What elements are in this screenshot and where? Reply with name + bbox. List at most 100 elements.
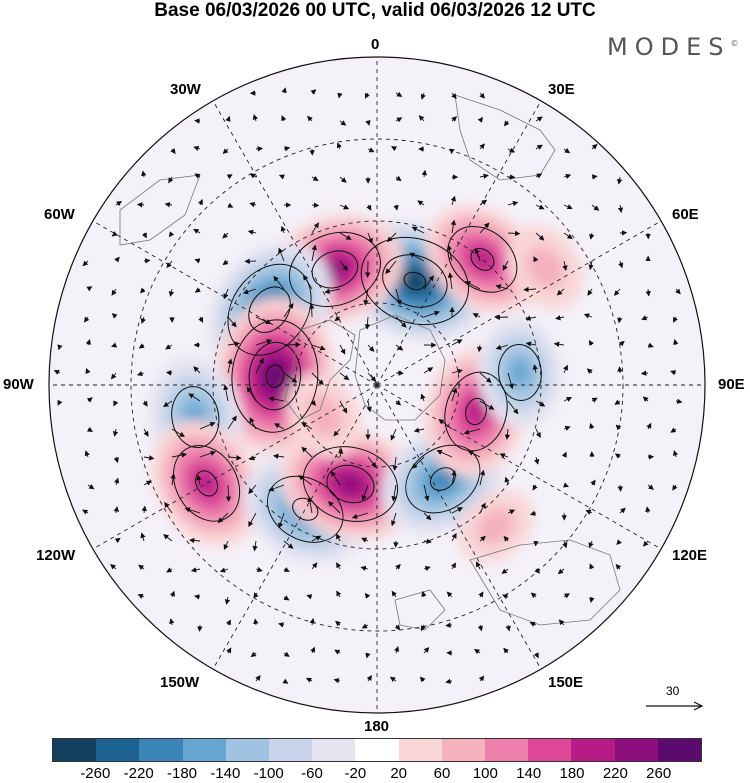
wind-arrow	[535, 232, 545, 241]
wind-arrow	[85, 367, 91, 374]
wind-arrow	[311, 562, 318, 570]
wind-arrow	[367, 456, 377, 468]
wind-arrow	[194, 287, 201, 293]
contour-line	[382, 254, 448, 308]
wind-arrow	[199, 421, 216, 430]
wind-arrow	[280, 225, 286, 234]
wind-arrow	[451, 368, 463, 375]
wind-arrow	[138, 343, 145, 349]
wind-arrow	[535, 173, 543, 179]
wind-arrow	[309, 617, 315, 626]
wind-arrow	[194, 173, 201, 179]
wind-arrow	[193, 594, 201, 600]
wind-arrow	[334, 649, 341, 655]
wind-arrow	[409, 252, 425, 262]
wind-arrow	[255, 357, 264, 374]
wind-arrow	[451, 92, 457, 99]
wind-arrow	[588, 260, 594, 271]
contour-line	[444, 371, 508, 452]
brand-logo: MODES©	[607, 33, 738, 61]
lon-label-90w: 90W	[3, 376, 34, 393]
wind-arrow	[115, 201, 123, 207]
anomaly-patch	[323, 260, 347, 279]
colorbar-cell	[485, 739, 529, 761]
wind-arrow	[57, 399, 63, 406]
map-background	[49, 57, 705, 713]
wind-arrow	[446, 591, 453, 598]
wind-arrow	[365, 92, 370, 99]
wind-arrow	[111, 313, 118, 319]
wind-arrow	[166, 260, 173, 269]
wind-arrow	[586, 368, 593, 375]
wind-arrow	[171, 452, 188, 458]
wind-arrow	[563, 173, 572, 179]
wind-arrow	[169, 618, 175, 626]
wind-arrow	[479, 535, 486, 542]
wind-arrow	[421, 590, 427, 598]
colorbar-tick-label: 140	[516, 765, 542, 782]
wind-arrow	[645, 288, 651, 297]
wind-arrow	[502, 260, 509, 271]
wind-arrow	[197, 198, 203, 206]
wind-arrow	[311, 535, 322, 542]
wind-arrow	[535, 428, 541, 439]
wind-arrow	[168, 176, 174, 184]
wind-arrow	[283, 540, 294, 549]
reference-arrow-icon	[646, 701, 704, 711]
wind-arrow	[305, 677, 313, 683]
wind-arrow	[143, 258, 151, 264]
wind-arrow	[227, 455, 242, 461]
wind-arrow	[591, 204, 600, 211]
wind-arrow	[339, 260, 348, 272]
wind-arrow	[361, 537, 369, 543]
wind-arrow	[249, 417, 257, 430]
contour-line	[447, 226, 518, 293]
wind-arrow	[225, 484, 232, 502]
wind-arrow	[248, 484, 257, 495]
wind-arrow	[339, 232, 352, 240]
wind-arrow	[165, 344, 173, 350]
wind-arrow	[673, 316, 678, 323]
wind-arrow	[367, 372, 377, 382]
wind-arrow	[351, 512, 369, 519]
wind-arrow	[533, 256, 539, 263]
wind-arrow	[523, 286, 537, 293]
wind-arrow	[423, 512, 432, 521]
wind-arrow	[143, 428, 149, 437]
wind-arrow	[310, 400, 316, 407]
wind-arrow	[507, 147, 516, 153]
wind-arrow	[250, 651, 257, 658]
wind-arrow	[391, 590, 397, 598]
wind-arrow	[479, 173, 489, 179]
wind-arrow	[311, 175, 319, 181]
meridian-line	[92, 384, 378, 550]
wind-arrow	[310, 89, 317, 95]
wind-arrow	[136, 370, 145, 377]
wind-arrow	[193, 228, 201, 234]
wind-arrow	[82, 509, 89, 515]
wind-arrow	[114, 256, 120, 263]
wind-arrow	[301, 446, 313, 458]
wind-arrow	[335, 620, 341, 627]
wind-arrow	[337, 92, 343, 99]
wind-arrow	[563, 593, 570, 599]
wind-arrow	[57, 344, 63, 351]
wind-arrow	[673, 339, 679, 346]
wind-arrow	[451, 507, 464, 514]
wind-arrow	[563, 147, 571, 154]
wind-arrow	[283, 341, 301, 348]
wind-arrow	[507, 372, 514, 390]
lon-label-60w: 60W	[44, 206, 75, 223]
anomaly-patch	[430, 467, 456, 491]
wind-arrow	[395, 563, 401, 570]
wind-arrow	[253, 592, 259, 599]
wind-arrow	[168, 231, 175, 238]
wind-arrow	[646, 422, 652, 430]
colorbar-tick-label: -20	[344, 765, 367, 782]
wind-arrow	[111, 342, 118, 348]
wind-arrow	[478, 675, 485, 682]
wind-arrow	[504, 428, 511, 440]
wind-arrow	[365, 652, 371, 659]
wind-arrow	[224, 596, 231, 605]
wind-arrow	[248, 512, 257, 527]
